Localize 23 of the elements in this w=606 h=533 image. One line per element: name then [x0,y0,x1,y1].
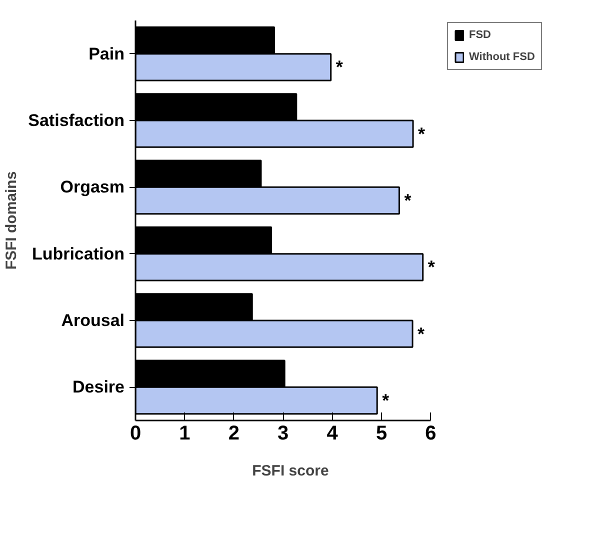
x-tick-label: 2 [228,422,240,444]
y-tick-label: Desire [72,378,125,397]
x-axis-title: FSFI score [252,462,329,480]
x-tick-label: 5 [376,422,388,444]
y-tick-label: Orgasm [60,178,124,197]
y-tick-label: Lubrication [32,244,125,264]
annotation: * [404,190,412,210]
y-tick-label: Satisfaction [28,111,125,130]
y-axis-title: FSFI domains [3,171,20,270]
legend-label: FSD [469,29,491,41]
annotation: * [418,324,425,344]
x-tick-label: 4 [326,422,339,444]
annotation: * [428,257,435,278]
legend-label: Without FSD [469,51,535,63]
annotation: * [382,390,390,410]
annotation: * [418,124,426,144]
y-tick-label: Arousal [61,311,125,330]
x-tick-label: 3 [278,422,289,444]
x-tick-label: 6 [425,422,436,444]
x-tick-label: 1 [179,422,190,444]
annotation: * [336,57,343,78]
y-tick-label: Pain [88,44,125,64]
x-tick-label: 0 [130,422,142,444]
